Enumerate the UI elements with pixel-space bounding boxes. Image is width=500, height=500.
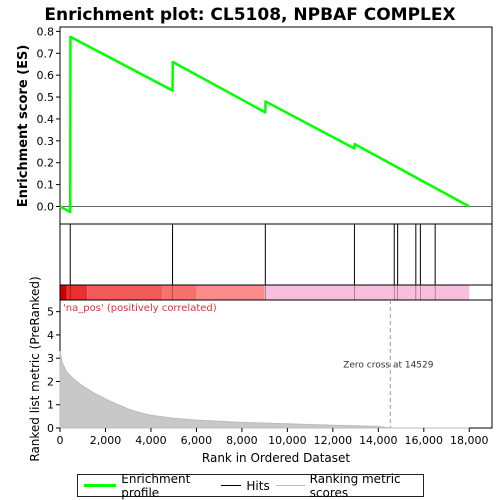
legend-swatch-enrichment: [84, 484, 117, 487]
x-tick-label: 0: [57, 434, 64, 447]
es-plot-frame: [59, 26, 493, 225]
ranking-heatmap-bar: [59, 284, 493, 301]
x-tick-label: 16,000: [405, 434, 444, 447]
legend-label-enrichment: Enrichment profile: [121, 471, 191, 500]
legend: Enrichment profile Hits Ranking metric s…: [77, 471, 424, 500]
es-tick-label: 0.7: [37, 47, 55, 60]
x-tick-label: 14,000: [359, 434, 398, 447]
heatmap-segment: [196, 285, 265, 300]
heatmap-segment: [66, 285, 88, 300]
heatmap-segment: [87, 285, 163, 300]
heatmap-segment: [264, 285, 470, 300]
legend-item-hits: Hits: [221, 478, 270, 493]
es-tick-label: 0.3: [37, 135, 55, 148]
ranked-metric-panel: 'na_pos' (positively correlated) Zero cro…: [47, 299, 493, 447]
es-tick-label: 0.5: [37, 91, 55, 104]
legend-item-ranking: Ranking metric scores: [275, 471, 423, 500]
hits-frame: [59, 223, 493, 286]
es-tick-label: 0.1: [37, 179, 55, 192]
x-tick-label: 12,000: [314, 434, 353, 447]
metric-tick-label: 5: [47, 306, 54, 319]
enrichment-score-panel: 0.0 0.1 0.2 0.3 0.4 0.5 0.6 0.7 0.8: [37, 25, 493, 225]
ranking-metric-area: [59, 351, 470, 429]
legend-swatch-ranking: [275, 485, 305, 486]
x-tick-label: 8,000: [226, 434, 258, 447]
zero-cross-label: Zero cross at 14529: [343, 360, 434, 370]
hits-panel: [59, 223, 493, 286]
heatmap-segment: [60, 285, 67, 300]
positive-correlation-label: 'na_pos' (positively correlated): [63, 303, 217, 314]
es-axis-label: Enrichment score (ES): [16, 45, 31, 208]
x-tick-label: 2,000: [90, 434, 122, 447]
es-tick-label: 0.0: [37, 200, 55, 213]
enrichment-profile-line: [59, 35, 470, 214]
x-tick-label: 4,000: [135, 434, 167, 447]
es-tick-label: 0.2: [37, 157, 55, 170]
legend-swatch-hits: [221, 485, 242, 486]
x-tick-label: 6,000: [181, 434, 213, 447]
metric-plot-frame: [59, 299, 493, 429]
metric-axis-label: Ranked list metric (PreRanked): [28, 276, 42, 461]
metric-tick-label: 2: [47, 375, 54, 388]
x-axis-label: Rank in Ordered Dataset: [202, 451, 350, 465]
metric-tick-label: 0: [47, 422, 54, 435]
chart-title: Enrichment plot: CL5108, NPBAF COMPLEX: [44, 5, 455, 25]
metric-tick-label: 3: [47, 352, 54, 365]
x-tick-label: 10,000: [268, 434, 307, 447]
legend-label-hits: Hits: [246, 478, 270, 493]
x-tick-label: 18,000: [450, 434, 489, 447]
legend-item-enrichment: Enrichment profile: [84, 472, 215, 500]
metric-tick-label: 1: [47, 399, 54, 412]
es-tick-label: 0.4: [37, 113, 55, 126]
metric-tick-label: 4: [47, 329, 54, 342]
heatmap-segment: [162, 285, 197, 300]
es-tick-label: 0.8: [37, 25, 55, 38]
legend-label-ranking: Ranking metric scores: [309, 471, 401, 500]
es-tick-label: 0.6: [37, 69, 55, 82]
